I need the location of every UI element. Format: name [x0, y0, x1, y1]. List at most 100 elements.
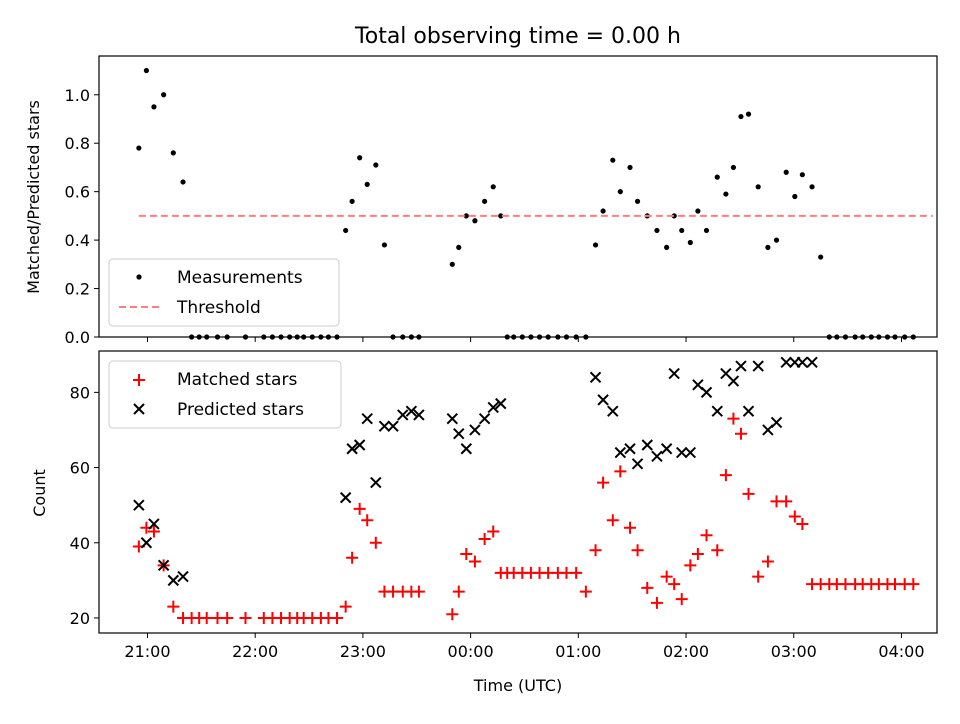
bottom-series-predicted-stars-point — [478, 412, 491, 425]
bottom-series-matched-stars-point — [752, 570, 765, 583]
legend-marker-matched — [133, 374, 145, 386]
bottom-series-matched-stars-point — [606, 514, 619, 527]
bottom-series-matched-stars-point — [684, 559, 697, 572]
top-series-measurements-point — [723, 191, 729, 197]
legend-marker-measurements — [136, 274, 142, 280]
bottom-series-predicted-stars-point — [405, 405, 418, 417]
top-series-measurements-point — [170, 150, 176, 156]
bottom-series-predicted-stars-point — [711, 405, 723, 417]
bottom-series-predicted-stars-point — [167, 574, 180, 587]
bottom-y-tick-label: 80 — [70, 383, 90, 402]
top-series-measurements-point — [456, 244, 462, 250]
bottom-x-tick-label: 03:00 — [771, 642, 817, 661]
bottom-series-matched-stars-point — [412, 585, 425, 598]
bottom-series-matched-stars-point — [353, 502, 366, 515]
bottom-series-matched-stars-point — [460, 548, 473, 561]
bottom-series-predicted-stars-point — [177, 570, 189, 583]
bottom-series-matched-stars-point — [346, 551, 359, 564]
top-series-measurements-point — [180, 179, 186, 185]
bottom-y-axis-label: Count — [30, 469, 49, 517]
bottom-series-predicted-stars-point — [346, 443, 358, 455]
bottom-series-predicted-stars-point — [370, 476, 382, 489]
top-series-measurements-point — [600, 208, 606, 214]
top-y-tick-label: 0.2 — [65, 280, 90, 299]
bottom-series-predicted-stars-point — [361, 412, 373, 425]
bottom-series-predicted-stars-point — [806, 356, 818, 368]
legend-label-predicted: Predicted stars — [177, 400, 304, 420]
top-series-measurements-point — [634, 198, 641, 204]
bottom-series-predicted-stars-point — [339, 491, 352, 504]
bottom-series-matched-stars-point — [788, 510, 801, 523]
top-series-measurements-point — [687, 239, 693, 246]
bottom-series-predicted-stars-point — [413, 409, 425, 421]
top-series-measurements-point — [773, 237, 780, 243]
top-series-measurements-point — [799, 172, 805, 178]
bottom-series-matched-stars-point — [487, 525, 500, 538]
top-series-measurements-point — [755, 184, 761, 190]
top-axes-frame — [98, 55, 938, 338]
top-series-measurements-point — [381, 242, 388, 248]
bottom-series-matched-stars-point — [660, 570, 673, 583]
x-axis-label: Time (UTC) — [473, 676, 562, 695]
bottom-series-predicted-stars-point — [589, 371, 602, 384]
bottom-series-matched-stars-point — [331, 611, 344, 624]
top-y-tick-label: 0.6 — [65, 183, 90, 202]
bottom-series-matched-stars-point — [624, 521, 637, 534]
legend-label-matched: Matched stars — [177, 370, 297, 390]
bottom-series-matched-stars-point — [734, 427, 747, 440]
bottom-series-matched-stars-point — [167, 600, 180, 613]
top-series-measurements-point — [654, 227, 660, 234]
bottom-series-matched-stars-point — [446, 608, 459, 621]
bottom-series-predicted-stars-point — [796, 356, 809, 368]
top-series-measurements-point — [161, 92, 167, 98]
top-series-measurements-point — [357, 155, 363, 161]
bottom-y-tick-label: 20 — [70, 609, 90, 628]
bottom-series-predicted-stars-point — [770, 416, 783, 429]
top-series-measurements-point — [809, 184, 815, 190]
bottom-series-matched-stars-point — [579, 585, 592, 598]
top-series-measurements-point — [490, 184, 496, 190]
bottom-series-matched-stars-point — [597, 476, 610, 489]
top-series-measurements-point — [703, 227, 710, 234]
bottom-series-predicted-stars-point — [148, 518, 160, 530]
top-y-tick-label: 0.0 — [65, 328, 90, 347]
bottom-series-matched-stars-point — [796, 517, 809, 530]
top-y-tick-label: 0.4 — [65, 231, 90, 250]
top-series-measurements-point — [449, 261, 455, 267]
bottom-series-matched-stars-point — [675, 593, 688, 606]
bottom-series-matched-stars-point — [589, 544, 602, 557]
bottom-series-predicted-stars-point — [700, 386, 713, 399]
bottom-series-matched-stars-point — [452, 585, 465, 598]
bottom-series-predicted-stars-point — [752, 360, 764, 372]
top-series-measurements-point — [695, 208, 701, 214]
bottom-series-matched-stars-point — [907, 578, 920, 591]
bottom-legend: Matched stars Predicted stars — [108, 360, 342, 429]
bottom-x-tick-label: 00:00 — [448, 642, 494, 661]
bottom-series-matched-stars-point — [339, 600, 352, 613]
bottom-y-tick-label: 60 — [70, 459, 90, 478]
bottom-series-matched-stars-point — [631, 544, 644, 557]
bottom-series-predicted-stars-point — [378, 420, 391, 432]
bottom-series-predicted-stars-point — [742, 405, 755, 417]
bottom-series-matched-stars-point — [641, 581, 654, 594]
legend-label-measurements: Measurements — [177, 268, 303, 288]
bottom-series-predicted-stars-point — [469, 424, 481, 436]
bottom-x-tick-label: 23:00 — [340, 642, 386, 661]
top-series-measurements-point — [664, 244, 670, 250]
top-legend: Measurements Threshold — [108, 258, 340, 327]
top-series-measurements-point — [498, 213, 504, 219]
top-plot-area: 0.0 0.2 0.4 0.6 0.8 1.0 — [65, 55, 938, 347]
bottom-series-predicted-stars-point — [597, 394, 609, 406]
top-series-measurements-point — [349, 198, 355, 204]
legend-marker-predicted — [133, 403, 145, 415]
bottom-series-predicted-stars-point — [780, 356, 792, 368]
bottom-series-matched-stars-point — [761, 555, 774, 568]
bottom-series-matched-stars-point — [719, 469, 732, 482]
top-series-measurements-point — [482, 198, 488, 204]
bottom-series-predicted-stars-point — [624, 443, 636, 455]
bottom-series-matched-stars-point — [711, 544, 724, 557]
bottom-y-tick-label: 40 — [70, 534, 90, 553]
bottom-series-predicted-stars-point — [651, 450, 663, 462]
bottom-series-predicted-stars-point — [460, 443, 473, 455]
bottom-series-predicted-stars-point — [387, 420, 399, 432]
